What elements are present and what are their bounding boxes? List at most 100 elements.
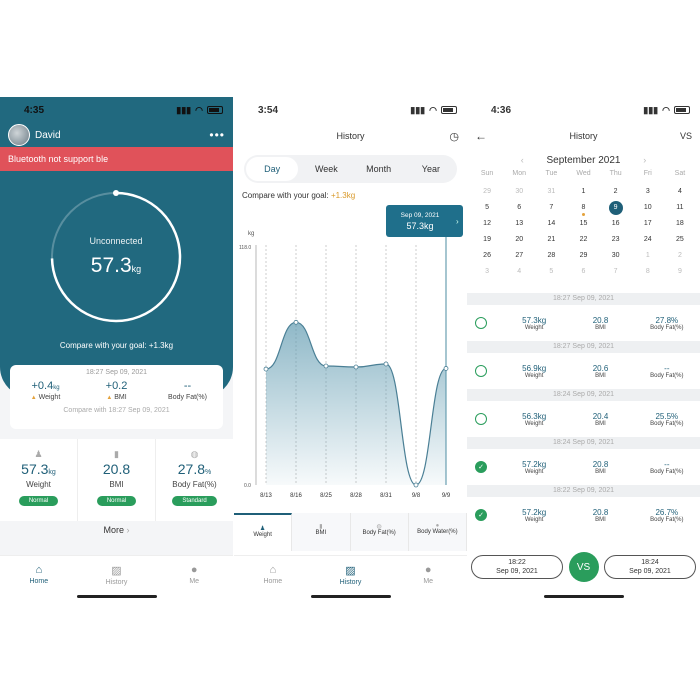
record-checkbox[interactable]: ✓ xyxy=(475,461,487,473)
range-month[interactable]: Month xyxy=(366,164,392,174)
calendar-day[interactable]: 27 xyxy=(503,248,535,264)
calendar-day[interactable]: 5 xyxy=(471,200,503,216)
calendar-day[interactable]: 1 xyxy=(632,248,664,264)
data-point[interactable] xyxy=(383,361,389,367)
back-arrow-icon[interactable]: ← xyxy=(475,129,487,143)
more-options-icon[interactable]: ••• xyxy=(209,128,225,142)
record-bmi: 20.8 xyxy=(592,459,609,469)
bluetooth-warning[interactable]: Bluetooth not support ble xyxy=(0,147,233,171)
clock-icon[interactable]: ◷ xyxy=(449,130,459,143)
calendar-day[interactable]: 20 xyxy=(503,232,535,248)
tab-history-label: History xyxy=(105,579,128,586)
data-point[interactable] xyxy=(413,482,419,488)
tab-history[interactable]: ▨ History xyxy=(78,556,156,603)
compare-left[interactable]: 18:22 Sep 09, 2021 xyxy=(471,555,563,579)
calendar-day[interactable]: 3 xyxy=(632,184,664,200)
calendar-day[interactable]: 26 xyxy=(471,248,503,264)
calendar-day[interactable]: 25 xyxy=(664,232,696,248)
next-month-icon[interactable]: › xyxy=(643,155,647,165)
calendar-day[interactable]: 30 xyxy=(503,184,535,200)
tab-history[interactable]: ▨ History xyxy=(312,556,390,603)
prev-month-icon[interactable]: ‹ xyxy=(520,155,524,165)
calendar-day[interactable]: 7 xyxy=(535,200,567,216)
calendar-day[interactable]: 29 xyxy=(471,184,503,200)
calendar-day[interactable]: 9 xyxy=(600,200,632,216)
tab-me[interactable]: ● Me xyxy=(155,556,233,603)
calendar-day[interactable]: 2 xyxy=(664,248,696,264)
data-point[interactable] xyxy=(353,364,359,370)
summary-card: 18:27 Sep 09, 2021 +0.4kg ▲ Weight +0.2 … xyxy=(10,365,223,429)
record-checkbox[interactable] xyxy=(475,317,487,329)
calendar-day[interactable]: 31 xyxy=(535,184,567,200)
metric-fat[interactable]: ◍ 27.8% Body Fat(%) Standard xyxy=(156,439,233,521)
data-point[interactable] xyxy=(323,363,329,369)
chart-tooltip[interactable]: Sep 09, 2021 57.3kg › xyxy=(386,205,463,237)
metric-bmi[interactable]: ▮ 20.8 BMI Normal xyxy=(78,439,156,521)
calendar-day-number: 2 xyxy=(613,188,618,195)
record-bmi-label: BMI xyxy=(595,468,606,475)
calendar-day[interactable]: 13 xyxy=(503,216,535,232)
calendar-day[interactable]: 3 xyxy=(471,264,503,280)
range-week[interactable]: Week xyxy=(314,164,338,174)
tab-me[interactable]: ● Me xyxy=(389,556,467,603)
calendar-day[interactable]: 9 xyxy=(664,264,696,280)
calendar-day[interactable]: 4 xyxy=(503,264,535,280)
calendar-day[interactable]: 8 xyxy=(632,264,664,280)
calendar-day[interactable]: 24 xyxy=(632,232,664,248)
calendar-day-number: 23 xyxy=(611,236,620,243)
calendar-day[interactable]: 8 xyxy=(567,200,599,216)
compare-right[interactable]: 18:24 Sep 09, 2021 xyxy=(604,555,696,579)
metric-fat-value: 27.8 xyxy=(177,461,205,477)
calendar-day[interactable]: 6 xyxy=(567,264,599,280)
calendar-day[interactable]: 18 xyxy=(664,216,696,232)
record-checkbox[interactable] xyxy=(475,365,487,377)
more-button[interactable]: More › xyxy=(0,525,233,535)
calendar-day[interactable]: 30 xyxy=(600,248,632,264)
calendar-day[interactable]: 7 xyxy=(600,264,632,280)
calendar-day[interactable]: 5 xyxy=(535,264,567,280)
calendar-day[interactable]: 21 xyxy=(535,232,567,248)
record-item[interactable]: 18:24 Sep 09, 2021 56.3kg Weight 20.4 BMI 25.… xyxy=(467,389,700,437)
calendar-day[interactable]: 2 xyxy=(600,184,632,200)
calendar-day[interactable]: 1 xyxy=(567,184,599,200)
calendar-day[interactable]: 4 xyxy=(664,184,696,200)
vs-header-button[interactable]: VS xyxy=(679,131,692,141)
avatar[interactable] xyxy=(8,124,30,146)
weight-chart[interactable]: kg 118.0 0.0 8/13 8/16 8/25 8/28 8/31 9/8 9/9 … xyxy=(234,205,467,505)
record-item[interactable]: 18:27 Sep 09, 2021 57.3kg Weight 20.8 BMI 27.… xyxy=(467,293,700,341)
record-item[interactable]: 18:22 Sep 09, 2021 ✓ 57.2kg Weight 20.8 BMI 26… xyxy=(467,485,700,533)
calendar-day[interactable]: 11 xyxy=(664,200,696,216)
calendar-day[interactable]: 15 xyxy=(567,216,599,232)
calendar-day[interactable]: 6 xyxy=(503,200,535,216)
calendar-day[interactable]: 10 xyxy=(632,200,664,216)
calendar-day[interactable]: 17 xyxy=(632,216,664,232)
metric-weight[interactable]: ♟ 57.3kg Weight Normal xyxy=(0,439,78,521)
record-checkbox[interactable] xyxy=(475,413,487,425)
record-checkbox[interactable]: ✓ xyxy=(475,509,487,521)
calendar-day[interactable]: 14 xyxy=(535,216,567,232)
range-day[interactable]: Day xyxy=(246,157,299,181)
calendar-day[interactable]: 16 xyxy=(600,216,632,232)
calendar-day[interactable]: 23 xyxy=(600,232,632,248)
subtab-body-fat[interactable]: ◍ Body Fat(%) xyxy=(351,513,409,551)
record-item[interactable]: 18:24 Sep 09, 2021 ✓ 57.2kg Weight 20.8 BMI --… xyxy=(467,437,700,485)
tab-home[interactable]: ⌂ Home xyxy=(0,556,78,603)
summary-weight-value: +0.4 xyxy=(31,380,54,392)
subtab-weight[interactable]: ♟ Weight xyxy=(234,513,293,551)
record-item[interactable]: 18:27 Sep 09, 2021 56.9kg Weight 20.6 BMI -- B… xyxy=(467,341,700,389)
subtab-bmi[interactable]: ▮ BMI xyxy=(292,513,351,551)
range-year[interactable]: Year xyxy=(421,164,440,174)
vs-button[interactable]: VS xyxy=(568,552,599,582)
x-tick-label: 9/9 xyxy=(442,493,451,499)
tab-home[interactable]: ⌂ Home xyxy=(234,556,312,603)
subtab-body-water[interactable]: ● Body Water(%) xyxy=(409,513,467,551)
calendar-day[interactable]: 22 xyxy=(567,232,599,248)
calendar-day[interactable]: 12 xyxy=(471,216,503,232)
data-point[interactable] xyxy=(293,319,299,325)
user-name[interactable]: David xyxy=(35,129,61,141)
data-point[interactable] xyxy=(443,366,449,371)
calendar-day[interactable]: 29 xyxy=(567,248,599,264)
calendar-day[interactable]: 28 xyxy=(535,248,567,264)
calendar-day[interactable]: 19 xyxy=(471,232,503,248)
data-point[interactable] xyxy=(263,366,269,372)
